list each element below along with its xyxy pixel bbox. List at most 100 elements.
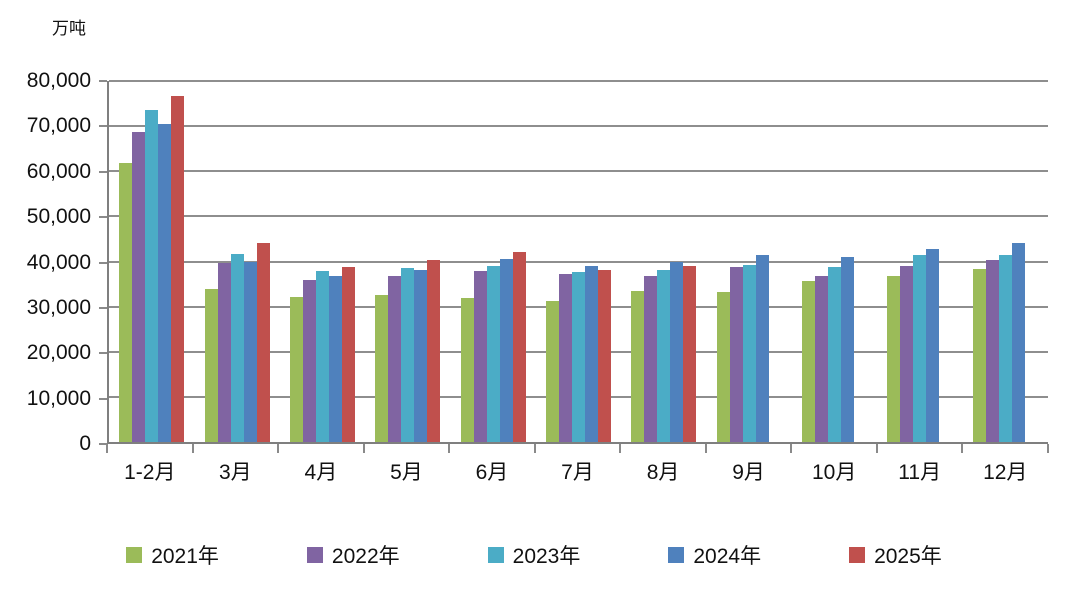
gridline xyxy=(109,215,1048,218)
y-tick-mark xyxy=(99,170,107,173)
legend-item-2025年: 2025年 xyxy=(849,540,942,570)
y-axis: 0 10,000 20,000 30,000 40,000 50,000 60,000 70,… xyxy=(0,69,107,455)
x-axis-ticks xyxy=(106,444,1049,453)
bar-2025年-7月 xyxy=(597,270,611,442)
y-tick-label: 10,000 xyxy=(26,386,91,410)
y-tick-label: 80,000 xyxy=(26,69,91,92)
bar-2022年-7月 xyxy=(558,274,572,442)
bar-group-9月 xyxy=(707,81,792,442)
bar-2022年-11月 xyxy=(900,266,914,442)
bar-group-8月 xyxy=(621,81,706,442)
bar-2022年-1-2月 xyxy=(132,131,146,442)
x-tick-mark xyxy=(875,444,878,453)
x-tick-label: 4月 xyxy=(304,461,338,484)
bar-2024年-8月 xyxy=(670,261,684,442)
bar-2021年-12月 xyxy=(972,269,986,442)
bar-2022年-8月 xyxy=(644,275,658,442)
bar-2024年-6月 xyxy=(499,258,513,442)
x-axis-labels: 1-2月 3月 4月 5月 6月 7月 8月 9月 10月 11月 12月 xyxy=(107,456,1048,486)
x-tick-mark xyxy=(1047,444,1049,453)
y-tick-label: 20,000 xyxy=(26,341,91,365)
bar-group-6月 xyxy=(450,81,535,442)
bar-2025年-6月 xyxy=(512,252,526,442)
gridline xyxy=(109,80,1048,82)
bar-group-4月 xyxy=(280,81,365,442)
bar-2022年-5月 xyxy=(388,276,402,442)
y-tick-mark xyxy=(99,125,107,128)
legend-swatch-icon xyxy=(849,547,866,563)
y-tick-mark xyxy=(99,443,107,445)
bar-2022年-10月 xyxy=(815,275,829,442)
x-tick-mark xyxy=(106,444,108,453)
bar-2021年-6月 xyxy=(460,297,474,442)
bar-2023年-8月 xyxy=(657,269,671,442)
x-tick-mark xyxy=(362,444,365,453)
bar-2024年-10月 xyxy=(841,256,855,442)
gridline xyxy=(109,170,1048,173)
gridline xyxy=(109,125,1048,128)
bar-2021年-5月 xyxy=(375,294,389,442)
x-tick-mark xyxy=(619,444,622,453)
bar-2023年-11月 xyxy=(913,254,927,442)
bar-2025年-3月 xyxy=(256,243,270,442)
legend-label: 2025年 xyxy=(874,545,942,568)
y-tick-mark xyxy=(99,216,107,219)
plot-area xyxy=(107,80,1048,444)
legend-label: 2021年 xyxy=(151,545,219,568)
legend-swatch-icon xyxy=(668,547,685,563)
bar-2022年-3月 xyxy=(217,263,231,442)
y-axis-unit-label: 万吨 xyxy=(52,19,86,38)
x-tick-label: 5月 xyxy=(390,461,423,484)
y-tick-label: 40,000 xyxy=(26,250,91,274)
legend-item-2021年: 2021年 xyxy=(126,540,219,570)
bar-group-5月 xyxy=(365,81,450,442)
legend-item-2022年: 2022年 xyxy=(306,540,400,570)
bar-2024年-1-2月 xyxy=(158,123,172,442)
bar-2023年-3月 xyxy=(230,254,244,442)
legend-swatch-icon xyxy=(306,547,323,563)
x-tick-label: 1-2月 xyxy=(124,461,176,484)
legend-item-2023年: 2023年 xyxy=(487,540,581,570)
x-tick-mark xyxy=(277,444,280,453)
y-tick-label: 70,000 xyxy=(26,114,91,138)
y-tick-label: 50,000 xyxy=(26,205,91,229)
x-tick-label: 9月 xyxy=(732,461,765,484)
bar-2021年-8月 xyxy=(631,290,645,442)
bar-2024年-11月 xyxy=(926,249,940,442)
bar-2023年-7月 xyxy=(571,271,585,442)
bar-2022年-6月 xyxy=(473,271,487,442)
legend-item-2024年: 2024年 xyxy=(668,540,761,570)
bar-2025年-5月 xyxy=(427,259,441,442)
bar-group-3月 xyxy=(194,81,279,442)
y-tick-mark xyxy=(99,352,107,355)
x-tick-label: 12月 xyxy=(983,461,1028,484)
x-tick-label: 6月 xyxy=(475,461,509,484)
bar-2023年-4月 xyxy=(315,270,329,442)
legend-label: 2023年 xyxy=(512,545,581,568)
legend-swatch-icon xyxy=(487,547,504,563)
bar-2024年-5月 xyxy=(414,269,428,442)
bar-2024年-3月 xyxy=(243,262,257,442)
y-tick-mark xyxy=(99,397,107,400)
bar-2021年-7月 xyxy=(545,300,559,442)
bar-2021年-3月 xyxy=(204,289,218,442)
x-tick-mark xyxy=(790,444,793,453)
x-tick-label: 3月 xyxy=(218,461,252,484)
bar-group-11月 xyxy=(877,81,962,442)
legend: 2021年 2022年 2023年 2024年 2025年 xyxy=(0,540,1068,570)
x-tick-mark xyxy=(448,444,451,453)
bar-2024年-9月 xyxy=(755,254,769,442)
bar-2024年-12月 xyxy=(1011,243,1025,442)
bar-2022年-4月 xyxy=(302,279,316,442)
gridline xyxy=(109,260,1048,263)
x-tick-mark xyxy=(191,444,194,453)
bar-2022年-12月 xyxy=(985,260,999,442)
bar-group-12月 xyxy=(963,81,1048,442)
x-tick-label: 8月 xyxy=(646,461,680,484)
x-tick-mark xyxy=(961,444,964,453)
bar-group-10月 xyxy=(792,81,877,442)
bar-2024年-4月 xyxy=(328,275,342,442)
bar-2021年-1-2月 xyxy=(119,163,133,442)
bar-2021年-4月 xyxy=(289,297,303,442)
